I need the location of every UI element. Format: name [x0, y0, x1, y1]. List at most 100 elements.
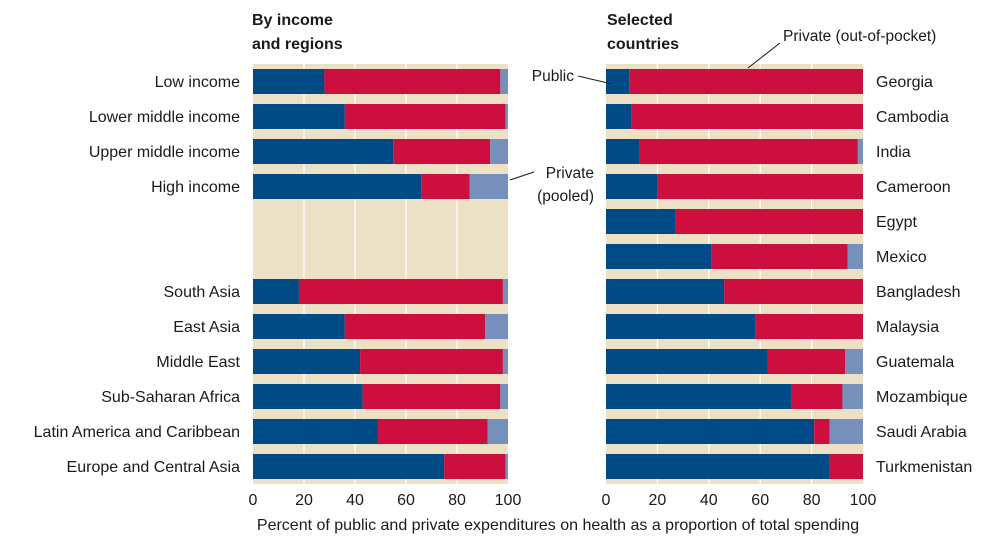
right-bar-guatemala-private_pooled: [845, 349, 863, 374]
right-tick-label-100: 100: [850, 492, 877, 509]
left-category-label: Europe and Central Asia: [67, 459, 241, 476]
left-bar-high-income-public: [253, 174, 422, 199]
private-oop-annotation: Private (out-of-pocket): [783, 28, 936, 45]
private-pooled-annotation-leader: [509, 171, 535, 181]
right-bar-egypt-private_oop: [675, 209, 863, 234]
left-category-label: High income: [151, 179, 240, 196]
left-panel-bars: [253, 69, 508, 479]
public-annotation: Public: [532, 68, 574, 85]
right-bar-turkmenistan-private_oop: [829, 454, 863, 479]
right-bar-egypt-public: [606, 209, 676, 234]
right-bar-mozambique-private_oop: [791, 384, 843, 409]
right-category-label: Egypt: [876, 214, 917, 231]
right-bar-mexico-private_oop: [711, 244, 848, 269]
left-bar-lower-middle-income-private_oop: [344, 104, 506, 129]
right-category-label: India: [876, 144, 911, 161]
left-bar-sub-saharan-africa-private_oop: [362, 384, 501, 409]
right-bar-india-private_oop: [639, 139, 858, 164]
right-bar-malaysia-private_oop: [755, 314, 863, 339]
left-panel-tick-labels: 0 20 40 60 80 100: [249, 492, 522, 509]
right-panel-title-line-2: countries: [607, 36, 679, 53]
left-bar-high-income-private_oop: [421, 174, 470, 199]
left-tick-label-20: 20: [295, 492, 313, 509]
private-oop-annotation-leader: [747, 42, 781, 69]
left-category-label: Lower middle income: [89, 109, 240, 126]
right-tick-label-0: 0: [602, 492, 611, 509]
left-panel-title-line-1: By income: [252, 12, 333, 29]
right-bar-cambodia-private_oop: [631, 104, 863, 129]
left-tick-label-80: 80: [448, 492, 466, 509]
left-bar-east-asia-public: [253, 314, 345, 339]
left-category-label: Sub-Saharan Africa: [101, 389, 240, 406]
private-pooled-annotation-line-2: (pooled): [537, 188, 594, 205]
right-bar-india-public: [606, 139, 640, 164]
left-bar-latin-america-and-caribbean-public: [253, 419, 378, 444]
right-bar-georgia-public: [606, 69, 630, 94]
left-bar-upper-middle-income-private_pooled: [490, 139, 508, 164]
right-category-label: Cameroon: [876, 179, 951, 196]
left-bar-latin-america-and-caribbean-private_pooled: [487, 419, 508, 444]
left-bar-europe-and-central-asia-private_oop: [444, 454, 506, 479]
left-category-label: Upper middle income: [89, 144, 240, 161]
left-bar-europe-and-central-asia-private_pooled: [505, 454, 508, 479]
private-pooled-annotation-line-1: Private: [546, 165, 594, 182]
right-bar-georgia-private_oop: [629, 69, 863, 94]
left-category-label: South Asia: [164, 284, 241, 301]
right-bar-cambodia-public: [606, 104, 632, 129]
right-bar-mexico-public: [606, 244, 712, 269]
left-tick-label-40: 40: [346, 492, 364, 509]
right-panel-category-labels: Georgia Cambodia India Cameroon Egypt Mexico B…: [876, 74, 972, 476]
right-category-label: Malaysia: [876, 319, 939, 336]
right-category-label: Bangladesh: [876, 284, 961, 301]
right-category-label: Mexico: [876, 249, 927, 266]
left-bar-middle-east-public: [253, 349, 361, 374]
right-category-label: Mozambique: [876, 389, 968, 406]
right-bar-guatemala-public: [606, 349, 768, 374]
right-bar-bangladesh-public: [606, 279, 725, 304]
right-bar-cameroon-private_oop: [657, 174, 863, 199]
right-panel-background: [606, 64, 863, 484]
left-bar-upper-middle-income-private_oop: [393, 139, 491, 164]
left-tick-label-100: 100: [495, 492, 522, 509]
left-bar-europe-and-central-asia-public: [253, 454, 445, 479]
left-tick-label-60: 60: [397, 492, 415, 509]
public-annotation-leader: [577, 75, 613, 85]
left-bar-low-income-public: [253, 69, 325, 94]
left-bar-high-income-private_pooled: [469, 174, 508, 199]
right-category-label: Georgia: [876, 74, 933, 91]
left-panel-title-line-2: and regions: [252, 36, 343, 53]
left-panel-background: [253, 64, 508, 484]
left-bar-sub-saharan-africa-public: [253, 384, 363, 409]
right-panel-gridlines: [656, 64, 813, 484]
right-bar-malaysia-public: [606, 314, 756, 339]
left-bar-east-asia-private_oop: [344, 314, 486, 339]
left-bar-south-asia-private_pooled: [502, 279, 508, 304]
left-bar-lower-middle-income-private_pooled: [505, 104, 508, 129]
right-bar-saudi-arabia-private_oop: [814, 419, 830, 444]
right-bar-saudi-arabia-private_pooled: [829, 419, 863, 444]
left-category-label: Low income: [155, 74, 240, 91]
x-axis-label: Percent of public and private expenditur…: [257, 517, 859, 534]
left-bar-upper-middle-income-public: [253, 139, 394, 164]
right-bar-mexico-private_pooled: [847, 244, 863, 269]
left-category-label: Latin America and Caribbean: [34, 424, 240, 441]
right-category-label: Cambodia: [876, 109, 949, 126]
left-bar-sub-saharan-africa-private_pooled: [500, 384, 508, 409]
left-tick-label-0: 0: [249, 492, 258, 509]
left-bar-middle-east-private_pooled: [502, 349, 508, 374]
right-panel-bars: [606, 69, 863, 479]
left-category-label: Middle East: [156, 354, 240, 371]
right-bar-guatemala-private_oop: [767, 349, 846, 374]
right-bar-india-private_pooled: [857, 139, 863, 164]
left-category-label: East Asia: [173, 319, 240, 336]
right-tick-label-60: 60: [751, 492, 769, 509]
right-category-label: Saudi Arabia: [876, 424, 967, 441]
right-bar-bangladesh-private_oop: [724, 279, 863, 304]
left-bar-south-asia-public: [253, 279, 299, 304]
left-bar-lower-middle-income-public: [253, 104, 345, 129]
left-bar-low-income-private_pooled: [500, 69, 508, 94]
right-bar-turkmenistan-public: [606, 454, 830, 479]
right-bar-saudi-arabia-public: [606, 419, 815, 444]
right-tick-label-20: 20: [649, 492, 667, 509]
